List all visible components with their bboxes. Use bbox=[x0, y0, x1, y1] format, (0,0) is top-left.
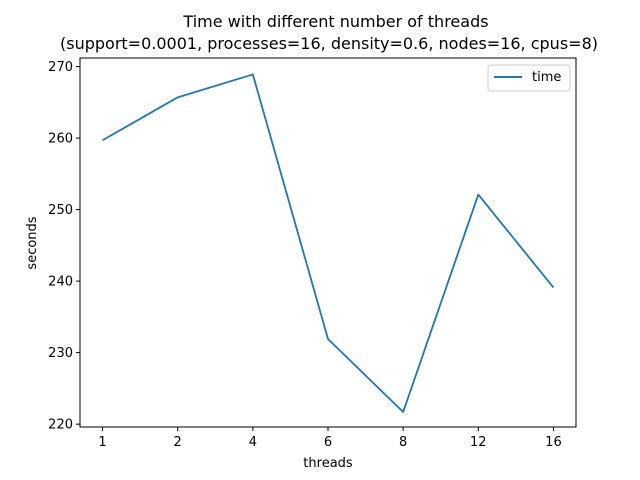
chart-subtitle: (support=0.0001, processes=16, density=0… bbox=[60, 34, 598, 53]
x-tick-label: 12 bbox=[470, 435, 487, 450]
series-line-time bbox=[102, 73, 555, 413]
y-tick-label: 260 bbox=[48, 132, 73, 147]
y-tick-label: 250 bbox=[48, 203, 73, 218]
y-axis-label: seconds bbox=[25, 216, 40, 269]
plot-frame bbox=[79, 57, 577, 428]
legend-label-time: time bbox=[532, 70, 561, 85]
x-axis-label: threads bbox=[303, 456, 353, 471]
y-tick-label: 240 bbox=[48, 275, 73, 290]
x-axis: 1 2 4 6 8 12 16 bbox=[98, 427, 562, 450]
x-tick-label: 16 bbox=[545, 435, 562, 450]
y-axis: 220 230 240 250 260 270 bbox=[48, 60, 80, 433]
series-layer bbox=[102, 73, 555, 413]
x-tick-label: 6 bbox=[324, 435, 332, 450]
legend-box bbox=[487, 64, 571, 92]
y-tick-label: 270 bbox=[48, 60, 73, 75]
x-tick-label: 1 bbox=[98, 435, 106, 450]
x-tick-label: 2 bbox=[174, 435, 182, 450]
chart-title: Time with different number of threads bbox=[182, 12, 488, 31]
x-tick-label: 4 bbox=[249, 435, 257, 450]
legend: time bbox=[487, 64, 571, 92]
x-tick-label: 8 bbox=[399, 435, 407, 450]
plot-area bbox=[80, 58, 576, 427]
y-tick-label: 220 bbox=[48, 418, 73, 433]
y-tick-label: 230 bbox=[48, 346, 73, 361]
